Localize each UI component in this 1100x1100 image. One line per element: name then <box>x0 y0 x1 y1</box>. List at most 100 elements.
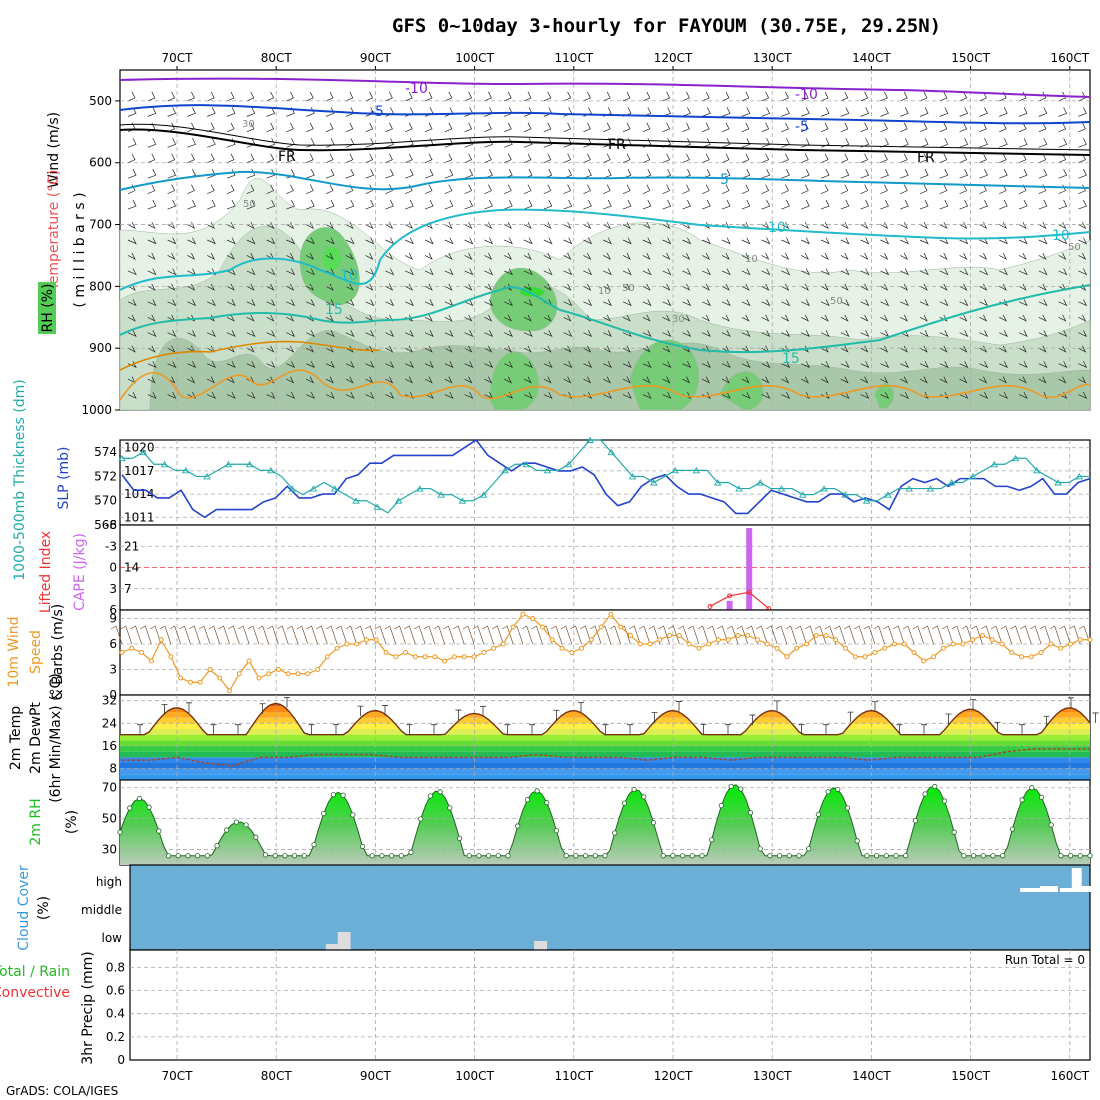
thickness-tick-label: 574 <box>94 445 117 459</box>
li-tick-label: -6 <box>105 518 117 532</box>
wind-barb <box>603 237 612 245</box>
wind-barb <box>820 153 829 164</box>
thickness-marker <box>884 491 892 498</box>
wind-barb-10m <box>824 625 837 645</box>
wind-barb <box>1078 184 1086 194</box>
wind-barb <box>662 252 671 260</box>
wind-barb <box>127 283 136 291</box>
wind-barb <box>226 299 236 307</box>
wind-barb-10m <box>629 625 641 645</box>
wind-barb <box>424 268 434 276</box>
wind-barb <box>900 391 909 399</box>
wind-barb <box>1038 376 1047 384</box>
thickness-marker <box>288 485 296 492</box>
wind-barb <box>761 361 771 368</box>
rh2m-tick-label: 50 <box>102 812 117 826</box>
wind-speed-marker <box>530 616 536 621</box>
wind-barb <box>781 199 790 210</box>
wind-barb <box>1038 299 1048 307</box>
wind-barb <box>127 91 136 102</box>
wind-barb-10m <box>785 625 797 645</box>
wind-barb <box>1018 107 1028 117</box>
wind-barb <box>603 122 611 133</box>
wind-barb <box>741 252 750 260</box>
wind-barb <box>286 361 296 368</box>
wind-barb <box>266 91 275 102</box>
wind-barb <box>801 107 810 117</box>
wind-barb <box>167 221 176 229</box>
wind-barb <box>563 361 573 368</box>
wind-barb-10m <box>110 625 123 645</box>
wind-barb <box>207 153 215 164</box>
wind-barb <box>721 107 731 117</box>
wind-barb <box>939 138 949 148</box>
wind-barb <box>167 107 177 117</box>
wind-barb <box>999 330 1008 338</box>
wind-barb <box>306 91 314 102</box>
wind-barb <box>840 91 849 102</box>
thickness-marker <box>926 485 935 492</box>
wind-barb <box>583 237 593 245</box>
wind-barb <box>226 314 235 322</box>
wind-barb <box>345 199 355 210</box>
rh2m-marker <box>582 853 589 859</box>
wind-barb <box>484 283 493 291</box>
wind-barb <box>345 237 355 245</box>
pressure-tick-label: 1000 <box>81 403 112 417</box>
wind-barb <box>444 237 454 245</box>
wind-barb <box>266 237 276 245</box>
wind-barb <box>682 376 691 384</box>
wind-barb <box>959 361 969 368</box>
wind-barb <box>444 184 453 194</box>
wind-barb <box>959 237 969 245</box>
thickness-marker <box>352 497 360 504</box>
wind-barb <box>405 221 413 229</box>
wind-barb <box>325 391 335 399</box>
wind-barb <box>345 314 354 322</box>
wind-barb <box>801 268 810 276</box>
wind-barb <box>761 221 770 229</box>
wind-barb <box>207 107 216 117</box>
rh2m-marker <box>146 804 152 810</box>
wind-barb <box>504 299 513 307</box>
thickness-marker <box>650 479 658 486</box>
thickness-marker <box>309 485 318 492</box>
thickness-marker <box>862 497 871 504</box>
grid-upper <box>120 70 1090 410</box>
wind-barb <box>385 330 395 338</box>
wind-barb <box>642 361 652 368</box>
wind-speed-marker <box>266 671 272 677</box>
rh2m-marker <box>757 846 763 852</box>
wind-barb <box>999 153 1007 164</box>
thickness-marker <box>969 473 977 480</box>
wind-barb <box>959 138 969 148</box>
temp-minmax-bar <box>186 702 192 713</box>
wind-barb <box>801 330 810 338</box>
wind-barb <box>840 199 850 210</box>
wind-barb <box>345 361 355 368</box>
thickness-marker <box>182 466 190 474</box>
thickness-marker <box>841 491 850 498</box>
wind-barb <box>979 169 988 179</box>
wind-barb <box>979 237 989 245</box>
wind-barb <box>523 122 532 133</box>
wind-barb <box>642 221 651 229</box>
wind-barb <box>1038 122 1047 133</box>
wind-barb <box>840 283 849 291</box>
temp-color-band <box>120 751 1090 758</box>
wind-barb <box>306 169 315 179</box>
wind-barb <box>484 330 494 338</box>
rh2m-marker <box>466 853 472 859</box>
wind-barb-10m <box>550 625 563 645</box>
wind-barb <box>385 361 395 368</box>
thickness-marker <box>160 460 169 468</box>
temp-minmax-bar <box>333 724 339 735</box>
wind-barb <box>801 138 810 148</box>
wind-speed-marker <box>510 624 516 630</box>
wind-barb-10m <box>707 625 719 645</box>
wind-barb <box>484 252 493 260</box>
wind-barb <box>127 252 136 260</box>
wind-barb <box>860 199 870 210</box>
cape-tick-label: 21 <box>124 539 139 553</box>
wind-barb <box>603 169 612 179</box>
